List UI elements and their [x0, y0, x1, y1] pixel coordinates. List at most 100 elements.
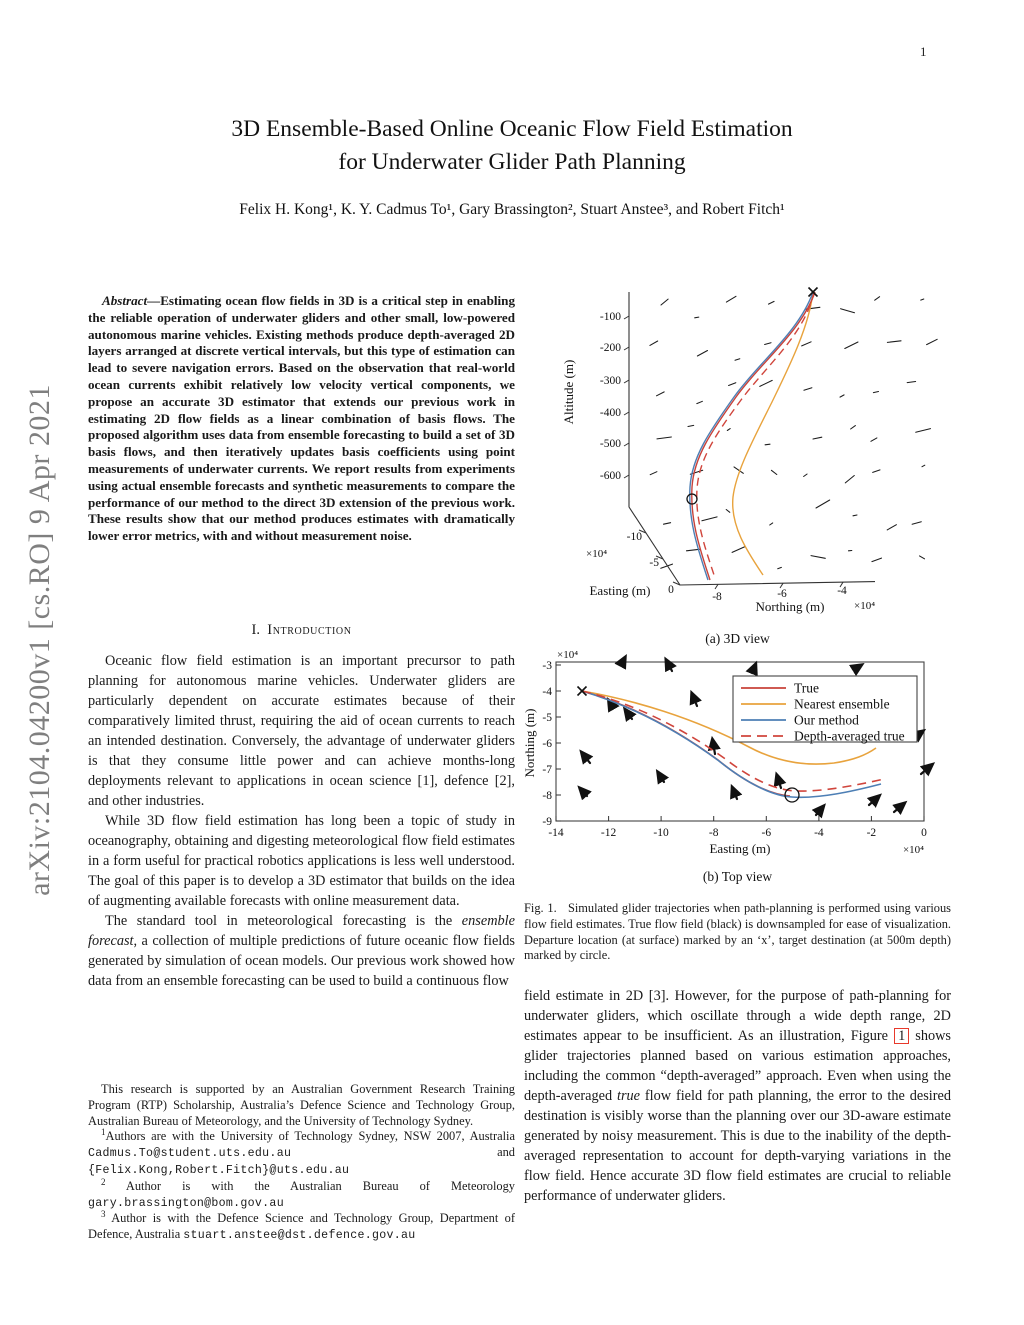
northing-tick: -8 — [712, 591, 722, 603]
easting-axis-label: Easting (m) — [589, 583, 650, 598]
intro-p3-pre: The standard tool in meteorological fore… — [105, 913, 462, 929]
legend-item-true: True — [794, 681, 819, 696]
svg-text:-4: -4 — [814, 827, 824, 839]
footnote-2: 2 Author is with the Australian Bureau o… — [88, 1176, 515, 1212]
title-line-2: for Underwater Glider Path Planning — [338, 149, 686, 175]
curve-depth-averaged — [581, 690, 885, 792]
footnote-1-mid: and — [291, 1145, 515, 1160]
intro-p3-post: , a collection of multiple predictions o… — [88, 933, 515, 989]
introduction-section: I. Introduction Oceanic flow field estim… — [88, 620, 515, 991]
altitude-tick: -600 — [600, 470, 621, 482]
svg-text:-12: -12 — [601, 827, 617, 839]
col2-italic-true: true — [616, 1088, 641, 1104]
northing-axis-label: Northing (m) — [756, 599, 825, 614]
intro-p3-italic: ensemble forecast — [88, 913, 515, 949]
figure-a-3d-view: -100 -200 -300 -400 -500 -600 Altitude (… — [561, 286, 938, 614]
curve-depth-averaged-3d — [696, 291, 815, 579]
svg-text:-9: -9 — [542, 816, 552, 828]
svg-text:-7: -7 — [542, 764, 552, 776]
top-view-y-axis: -3 -4 -5 -6 -7 -8 -9 — [542, 660, 561, 828]
curve-nearest-ensemble — [581, 690, 877, 765]
intro-paragraph-2: While 3D flow field estimation has long … — [88, 813, 515, 909]
abstract-label: Abstract— — [102, 293, 161, 308]
column2-paragraph: field estimate in 2D [3]. However, for t… — [524, 986, 951, 1206]
z-axis-line — [628, 292, 876, 586]
legend: True Nearest ensemble Our method Depth-a… — [732, 675, 918, 744]
svg-text:-8: -8 — [709, 827, 719, 839]
destination-circle-marker-icon — [686, 493, 698, 505]
figure-1: -100 -200 -300 -400 -500 -600 Altitude (… — [524, 278, 951, 886]
northing-tick: -4 — [837, 585, 847, 597]
svg-text:0: 0 — [921, 827, 927, 839]
svg-text:-5: -5 — [542, 712, 552, 724]
footnote-1-email-1: Cadmus.To@student.uts.edu.au — [88, 1147, 292, 1161]
x-axis-label: Easting (m) — [709, 841, 770, 856]
section-number: I. — [251, 622, 260, 638]
page-number: 1 — [920, 44, 927, 59]
svg-text:-4: -4 — [542, 686, 552, 698]
legend-item-our-method: Our method — [794, 713, 859, 728]
altitude-tick: -500 — [600, 438, 621, 450]
top-view-x-axis: -14 -12 -10 -8 -6 -4 -2 0 — [548, 816, 927, 839]
svg-text:-6: -6 — [542, 738, 552, 750]
x-axis-exponent: ×10⁴ — [903, 844, 924, 856]
svg-text:-2: -2 — [867, 827, 877, 839]
paper-title: 3D Ensemble-Based Online Oceanic Flow Fi… — [0, 113, 1024, 179]
figure-caption-text: Simulated glider trajectories when path-… — [524, 901, 951, 963]
svg-text:-10: -10 — [653, 827, 669, 839]
footnote-1-text: Authors are with the University of Techn… — [105, 1129, 516, 1144]
col2-text-pre: field estimate in 2D [3]. However, for t… — [524, 988, 951, 1044]
svg-text:-8: -8 — [542, 790, 552, 802]
departure-x-marker-icon — [576, 685, 588, 697]
footnote-3-text: Author is with the Defence Science and T… — [88, 1211, 515, 1242]
footnotes: This research is supported by an Austral… — [88, 1082, 515, 1244]
footnote-1: 1Authors are with the University of Tech… — [88, 1127, 516, 1178]
easting-tick: -10 — [627, 531, 643, 543]
curve-our-method-3d — [689, 291, 814, 581]
altitude-tick: -400 — [600, 407, 621, 419]
footnote-1-sup: 1 — [101, 1127, 106, 1138]
northing-axis: -8 -6 -4 Northing (m) ×10⁴ — [712, 581, 875, 614]
intro-paragraph-3: The standard tool in meteorological fore… — [88, 911, 515, 991]
figure-b-top-view: -3 -4 -5 -6 -7 -8 -9 -14 -12 -10 -8 -6 -4 -2 0 ×10⁴ ×… — [524, 649, 936, 856]
svg-text:-14: -14 — [548, 827, 564, 839]
footnote-3-email: stuart.anstee@dst.defence.gov.au — [183, 1229, 416, 1243]
altitude-axis-label: Altitude (m) — [561, 360, 576, 425]
destination-circle-marker-icon — [784, 787, 800, 803]
footnote-funding: This research is supported by an Austral… — [88, 1082, 515, 1128]
easting-exponent: ×10⁴ — [586, 548, 607, 560]
svg-text:-6: -6 — [762, 827, 772, 839]
title-line-1: 3D Ensemble-Based Online Oceanic Flow Fi… — [231, 116, 793, 142]
altitude-axis: -100 -200 -300 -400 -500 -600 Altitude (… — [561, 311, 630, 482]
figure-1-reference-link[interactable]: 1 — [894, 1028, 910, 1044]
footnote-3-sup: 3 — [101, 1209, 106, 1220]
figure-1-caption: Fig. 1. Simulated glider trajectories wh… — [524, 901, 951, 964]
quiver-field-3d-icon — [649, 295, 938, 570]
easting-axis: -10 -5 0 ×10⁴ Easting (m) — [586, 529, 681, 598]
curve-nearest-ensemble-3d — [732, 291, 814, 576]
subcaption-a: (a) 3D view — [705, 631, 770, 646]
abstract-text: Estimating ocean flow fields in 3D is a … — [88, 293, 515, 544]
curve-our-method — [581, 690, 882, 799]
altitude-tick: -300 — [600, 375, 621, 387]
author-list: Felix H. Kong¹, K. Y. Cadmus To¹, Gary B… — [239, 201, 785, 218]
figure-caption-label: Fig. 1. — [524, 901, 557, 915]
col2-text-mid: shows glider trajectories planned based … — [524, 1028, 951, 1104]
footnote-1-email-2: {Felix.Kong,Robert.Fitch}@uts.edu.au — [88, 1163, 350, 1177]
northing-tick: -6 — [777, 588, 787, 600]
curve-true-3d — [691, 291, 816, 581]
departure-x-marker-icon — [807, 286, 819, 298]
y-axis-exponent: ×10⁴ — [557, 649, 578, 661]
footnote-2-sup: 2 — [101, 1176, 106, 1187]
abstract: Abstract—Estimating ocean flow fields in… — [88, 293, 515, 545]
arxiv-banner: arXiv:2104.04200v1 [cs.RO] 9 Apr 2021 — [23, 384, 56, 896]
subcaption-b: (b) Top view — [702, 869, 773, 884]
section-title: Introduction — [267, 622, 352, 638]
legend-item-nearest-ensemble: Nearest ensemble — [794, 697, 890, 712]
svg-text:-3: -3 — [542, 660, 552, 672]
footnote-2-text: Author is with the Australian Bureau of … — [105, 1178, 515, 1193]
legend-item-depth-averaged-true: Depth-averaged true — [794, 729, 905, 744]
northing-exponent: ×10⁴ — [854, 600, 875, 612]
easting-tick: 0 — [668, 584, 674, 596]
